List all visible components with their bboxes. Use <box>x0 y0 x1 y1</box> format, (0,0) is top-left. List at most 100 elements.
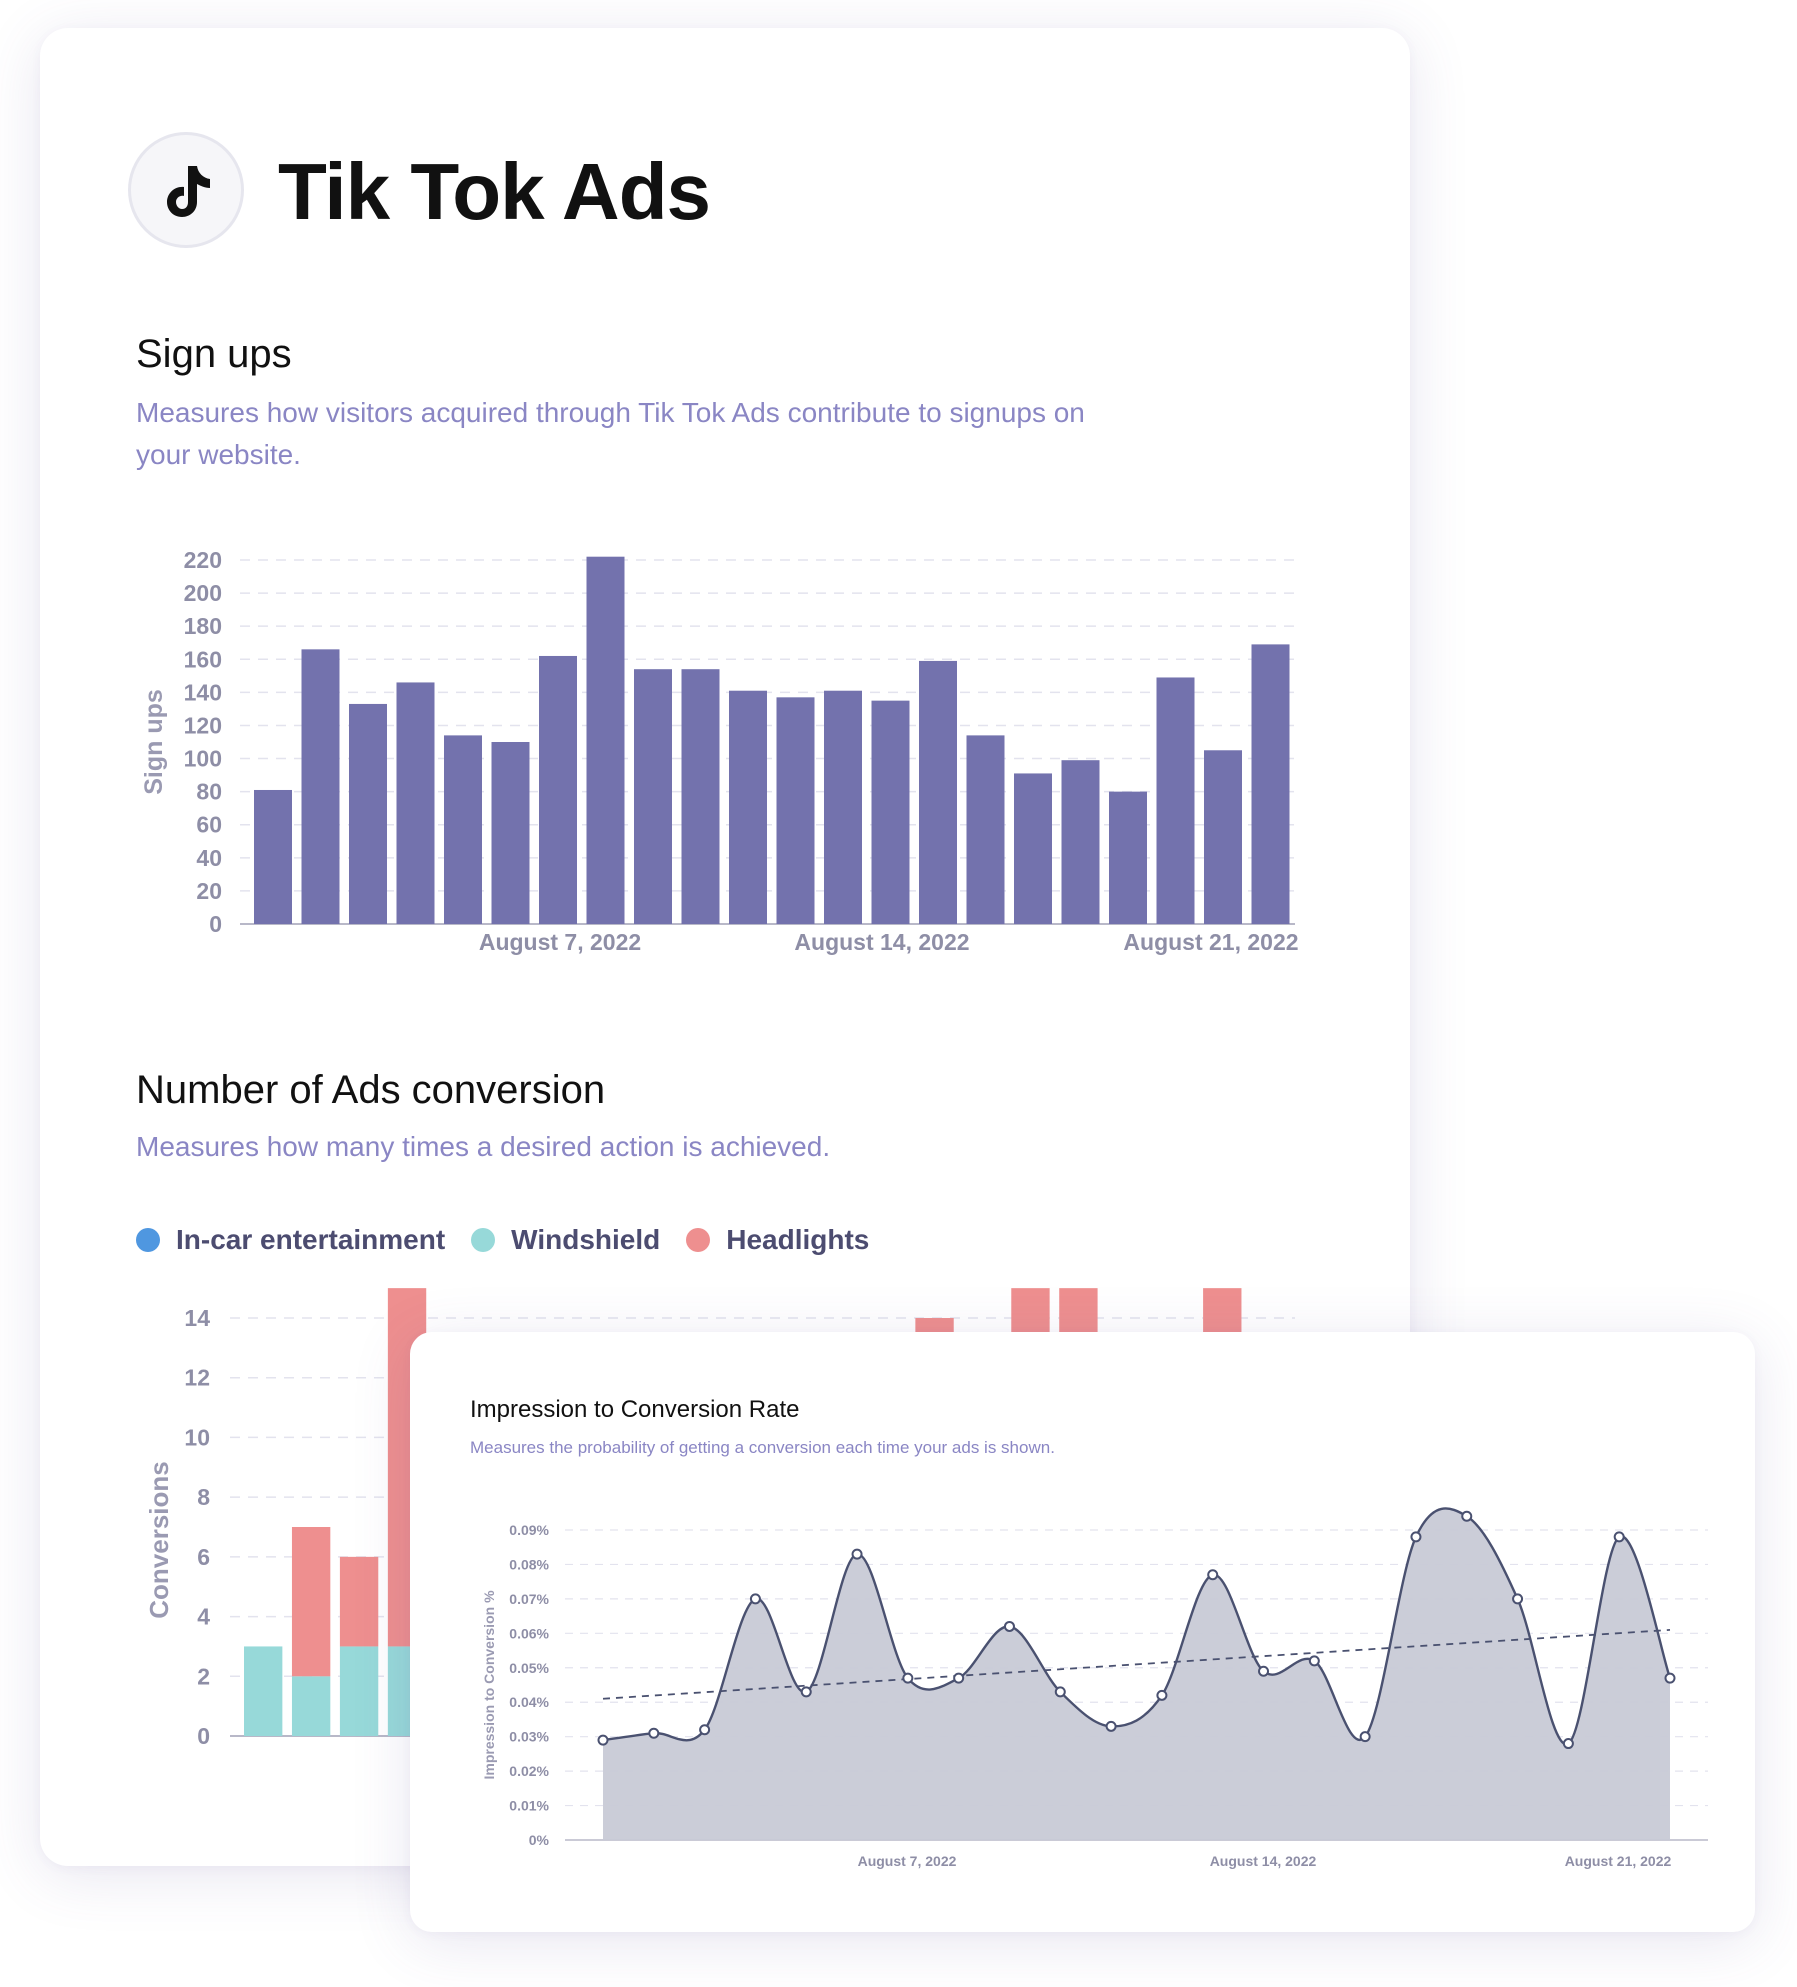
data-point <box>1003 1620 1015 1632</box>
legend-item-windshield[interactable]: Windshield <box>471 1224 660 1256</box>
legend-dot <box>136 1228 160 1252</box>
data-point <box>1258 1665 1270 1677</box>
legend-dot <box>686 1228 711 1252</box>
data-point <box>1359 1731 1371 1743</box>
trend-line <box>602 1628 1671 1700</box>
bar <box>1204 750 1242 924</box>
legend-label: In-car entertainment <box>176 1224 446 1255</box>
conversions-title: Number of Ads conversion <box>136 1068 606 1112</box>
legend-item-headlights[interactable]: Headlights <box>686 1224 869 1256</box>
conversions-legend: In-car entertainment Windshield Headligh… <box>136 1224 895 1256</box>
bar <box>966 735 1005 924</box>
page-title: Tik Tok Ads <box>278 147 711 236</box>
data-point <box>699 1724 711 1736</box>
data-point <box>1207 1569 1219 1581</box>
legend-dot <box>471 1228 496 1252</box>
rate-card: Impression to Conversion Rate Measures t… <box>410 1332 1755 1932</box>
bar <box>634 669 672 924</box>
y-tick-label: 0.09% <box>509 1522 549 1538</box>
data-point <box>1054 1686 1066 1698</box>
bar <box>681 669 720 924</box>
bar <box>1061 760 1100 924</box>
bar <box>871 700 910 924</box>
tiktok-icon <box>167 166 210 217</box>
bar <box>586 556 625 924</box>
data-point <box>1308 1655 1320 1667</box>
bar <box>776 697 815 924</box>
y-tick-label: 200 <box>184 580 222 606</box>
y-tick-label: 6 <box>197 1544 210 1570</box>
data-point <box>1461 1510 1473 1522</box>
y-tick-label: 0.02% <box>509 1763 549 1779</box>
y-tick-label: 0.05% <box>509 1660 549 1676</box>
y-tick-label: 80 <box>196 779 222 805</box>
conversions-description: Measures how many times a desired action… <box>136 1131 831 1162</box>
legend-label: Headlights <box>726 1224 870 1255</box>
bar <box>1109 791 1147 924</box>
y-tick-label: 140 <box>184 679 222 705</box>
bar <box>444 735 482 924</box>
y-tick-label: 0.01% <box>509 1798 549 1814</box>
tiktok-logo <box>128 132 244 248</box>
y-tick-label: 0.06% <box>509 1625 549 1641</box>
data-point <box>648 1727 660 1739</box>
bar <box>254 789 292 924</box>
area-fill <box>603 1508 1670 1840</box>
y-tick-label: 0 <box>209 911 222 937</box>
x-tick-label: August 7, 2022 <box>479 929 641 955</box>
y-tick-label: 14 <box>184 1305 210 1331</box>
bar <box>729 690 767 924</box>
y-tick-label: 0 <box>197 1723 210 1749</box>
signups-description: Measures how visitors acquired through T… <box>136 397 1085 470</box>
data-point <box>597 1734 609 1746</box>
bar-segment <box>244 1646 283 1736</box>
x-tick-label: August 21, 2022 <box>1123 929 1298 955</box>
bar <box>1014 773 1052 924</box>
x-tick-label: August 14, 2022 <box>1210 1853 1317 1869</box>
y-tick-label: 60 <box>196 812 222 838</box>
data-point <box>1512 1593 1524 1605</box>
bar <box>919 660 957 924</box>
bar <box>1251 644 1290 924</box>
signups-chart: 0 20 40 60 80 100 120 140 160 180 200 220 August 7, … <box>140 547 1299 955</box>
bar <box>539 655 577 924</box>
y-tick-label: 40 <box>196 845 222 871</box>
y-tick-label: 0.03% <box>509 1729 549 1745</box>
data-point <box>1562 1738 1574 1750</box>
data-point <box>1105 1720 1117 1732</box>
y-tick-label: 0.08% <box>509 1556 549 1572</box>
y-tick-label: 2 <box>197 1663 210 1689</box>
y-tick-label: 0.04% <box>509 1694 549 1710</box>
rate-description: Measures the probability of getting a co… <box>470 1438 1055 1457</box>
data-point <box>1664 1672 1676 1684</box>
data-point <box>800 1686 812 1698</box>
y-tick-label: 100 <box>184 746 222 772</box>
y-axis-label: Impression to Conversion % <box>481 1590 497 1780</box>
y-axis-label: Sign ups <box>140 689 168 795</box>
bar <box>1156 677 1195 924</box>
rate-title: Impression to Conversion Rate <box>470 1396 800 1423</box>
bar <box>301 649 340 924</box>
y-tick-label: 12 <box>184 1365 210 1391</box>
legend-item-in-car[interactable]: In-car entertainment <box>136 1224 445 1256</box>
legend-label: Windshield <box>511 1224 661 1255</box>
y-tick-label: 120 <box>184 712 222 738</box>
data-point <box>953 1672 965 1684</box>
y-tick-label: 0.07% <box>509 1591 549 1607</box>
data-point <box>1156 1689 1168 1701</box>
bar <box>396 682 435 924</box>
data-point <box>851 1548 863 1560</box>
y-tick-label: 20 <box>196 878 222 904</box>
data-point <box>749 1593 761 1605</box>
signups-title: Sign ups <box>136 332 292 376</box>
bar-segment <box>291 1527 331 1677</box>
x-tick-label: August 14, 2022 <box>794 929 969 955</box>
y-tick-label: 0% <box>529 1832 550 1848</box>
bar <box>824 690 862 924</box>
y-tick-label: 220 <box>184 547 222 573</box>
series-line <box>602 1507 1672 1746</box>
bar-segment <box>339 1556 379 1647</box>
bar-segment <box>291 1676 331 1736</box>
bar <box>491 742 530 924</box>
x-tick-label: August 7, 2022 <box>858 1853 957 1869</box>
